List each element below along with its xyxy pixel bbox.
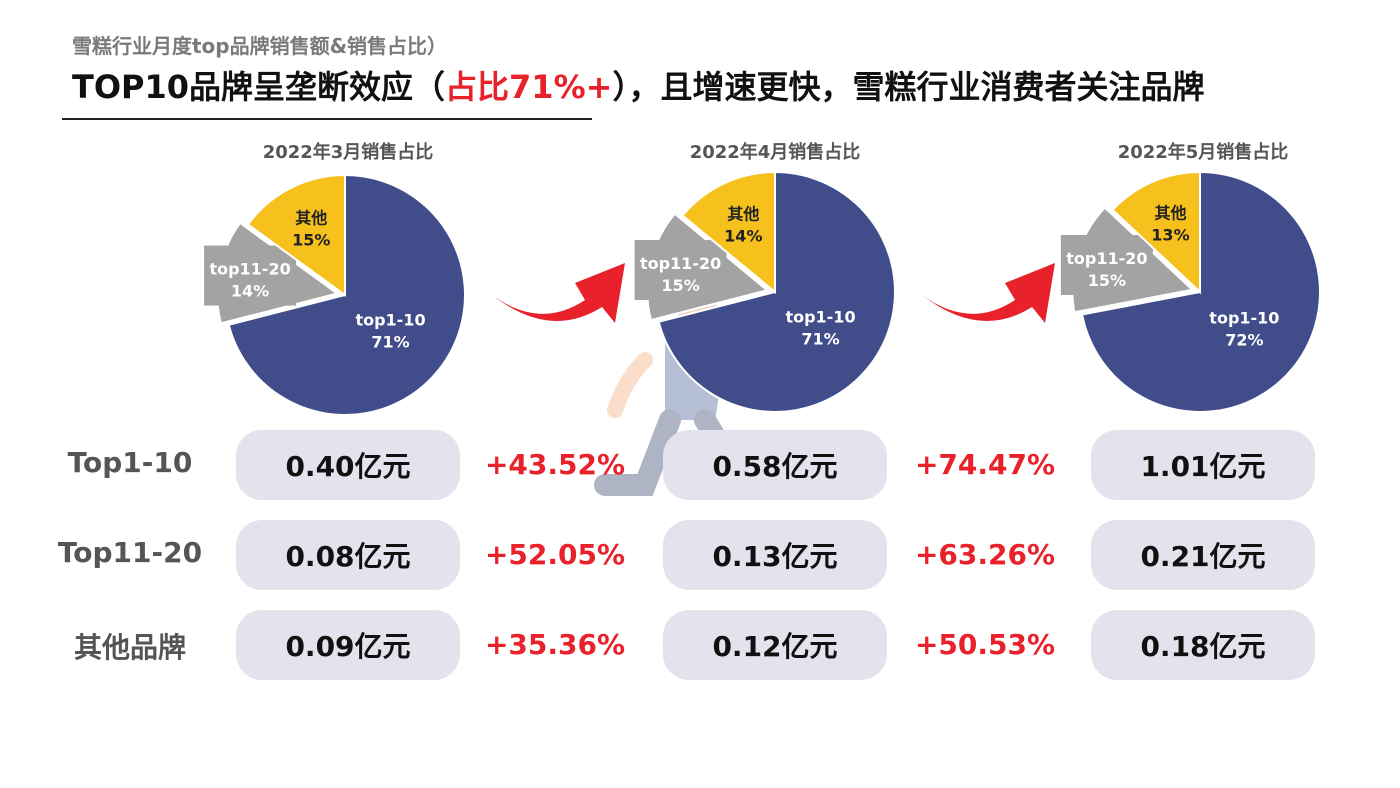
growth-rate: +35.36%: [484, 628, 626, 661]
row-label-top1-10: Top1-10: [67, 446, 193, 479]
pie-slice-value: 15%: [292, 231, 330, 250]
pie-slice-value: 15%: [661, 276, 699, 295]
pie-slice-label: top11-20: [640, 254, 721, 273]
pie-slice-top1-10: [227, 173, 466, 416]
pie-slice-other: [246, 173, 346, 297]
sales-value-pill: 0.09亿元: [236, 610, 460, 680]
row-label-other: 其他品牌: [73, 631, 186, 664]
title-highlight: 占比71%+: [445, 68, 613, 106]
pie-slice-label: top11-20: [209, 260, 290, 279]
pie-slice-value: 71%: [371, 332, 409, 351]
pie-slice-other: [1111, 170, 1201, 295]
growth-rate: +63.26%: [914, 538, 1056, 571]
pie-slice-top1-10: [657, 170, 896, 413]
pie-slice-label: top1-10: [1209, 309, 1279, 328]
sales-value-pill: 0.58亿元: [663, 430, 887, 500]
growth-rate: +74.47%: [914, 448, 1056, 481]
title-suffix: ），且增速更快，雪糕行业消费者关注品牌: [612, 68, 1205, 106]
page-title: TOP10品牌呈垄断效应（占比71%+），且增速更快，雪糕行业消费者关注品牌: [72, 62, 1204, 108]
pie-slice-value: 71%: [801, 329, 839, 348]
pie-slice-label: top1-10: [355, 310, 425, 329]
arrow-right-icon: [492, 263, 625, 323]
pie-slice-value: 13%: [1151, 226, 1189, 245]
pie-title-march: 2022年3月销售占比: [262, 142, 434, 163]
pie-slice-value: 15%: [1088, 271, 1126, 290]
sales-value-pill: 1.01亿元: [1091, 430, 1315, 500]
sales-value-pill: 0.21亿元: [1091, 520, 1315, 590]
pie-chart-march: top1-10 71% top11-20 14% 其他 15%: [204, 173, 466, 416]
sales-value-pill: 0.40亿元: [236, 430, 460, 500]
pie-slice-value: 72%: [1225, 331, 1263, 350]
pie-slice-value: 14%: [231, 282, 269, 301]
pie-title-may: 2022年5月销售占比: [1117, 142, 1289, 163]
pie-label-box: [634, 240, 727, 301]
page-subtitle: 雪糕行业月度top品牌销售额&销售占比）: [72, 34, 448, 58]
pie-slice-label: top11-20: [1066, 249, 1147, 268]
growth-rate: +43.52%: [484, 448, 626, 481]
growth-rate: +50.53%: [914, 628, 1056, 661]
pie-slice-label: top1-10: [785, 307, 855, 326]
pie-label-box: [1060, 235, 1153, 296]
pie-chart-april: top1-10 71% top11-20 15% 其他 14%: [634, 170, 896, 413]
sales-value-pill: 0.13亿元: [663, 520, 887, 590]
growth-rate: +52.05%: [484, 538, 626, 571]
title-underline: [62, 118, 592, 120]
pie-slice-value: 14%: [724, 227, 762, 246]
sales-value-pill: 0.12亿元: [663, 610, 887, 680]
pie-slice-label: 其他: [727, 205, 759, 224]
sales-value-pill: 0.18亿元: [1091, 610, 1315, 680]
title-prefix: TOP10品牌呈垄断效应（: [72, 68, 446, 106]
pie-chart-may: top1-10 72% top11-20 15% 其他 13%: [1060, 170, 1321, 413]
pie-title-april: 2022年4月销售占比: [689, 142, 861, 163]
pie-slice-label: 其他: [1154, 204, 1186, 223]
arrow-right-icon: [922, 263, 1055, 323]
pie-slice-top1-10: [1080, 170, 1321, 413]
pie-slice-other: [681, 170, 776, 295]
sales-value-pill: 0.08亿元: [236, 520, 460, 590]
pie-label-box: [204, 245, 297, 306]
row-label-top11-20: Top11-20: [57, 536, 203, 569]
pie-slice-label: 其他: [295, 209, 327, 228]
